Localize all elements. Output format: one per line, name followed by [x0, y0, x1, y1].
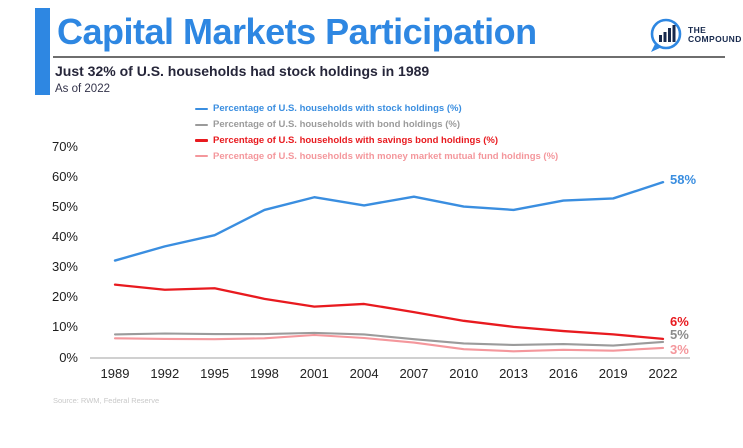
x-tick-label: 2010 — [449, 366, 479, 381]
legend-label: Percentage of U.S. households with money… — [213, 150, 559, 162]
title-underline — [53, 56, 725, 58]
x-tick-label: 1995 — [200, 366, 230, 381]
accent-bar — [35, 8, 50, 95]
legend-label: Percentage of U.S. households with bond … — [213, 119, 461, 131]
y-tick-label: 40% — [51, 228, 78, 244]
compound-logo: THE COMPOUND — [648, 16, 742, 54]
y-tick-label: 0% — [59, 349, 78, 365]
legend-label: Percentage of U.S. households with savin… — [213, 134, 499, 146]
x-tick-label: 1998 — [249, 366, 279, 381]
as-of-label: As of 2022 — [55, 83, 110, 95]
legend-item: Percentage of U.S. households with stock… — [195, 101, 558, 117]
headline: Just 32% of U.S. households had stock ho… — [55, 63, 430, 79]
end-label: 58% — [670, 172, 697, 187]
legend-label: Percentage of U.S. households with stock… — [213, 103, 462, 115]
y-tick-label: 50% — [51, 198, 78, 214]
series-line-1 — [113, 331, 665, 347]
y-tick-label: 10% — [51, 319, 78, 335]
x-tick-label: 2007 — [399, 366, 429, 381]
x-tick-label: 2022 — [648, 366, 678, 381]
x-tick-label: 2001 — [299, 366, 329, 381]
source-note: Source: RWM, Federal Reserve — [53, 396, 160, 405]
legend-item: Percentage of U.S. households with savin… — [195, 133, 558, 149]
x-tick-label: 2019 — [598, 366, 628, 381]
logo-chart-bubble-icon — [648, 16, 685, 54]
page-title: Capital Markets Participation — [57, 11, 537, 52]
legend-swatch — [195, 107, 208, 111]
series-line-0 — [113, 180, 665, 262]
x-tick-label: 2013 — [499, 366, 528, 381]
logo-text-line1: THE — [688, 24, 707, 35]
legend-swatch — [195, 139, 208, 142]
legend-item: Percentage of U.S. households with money… — [195, 148, 558, 164]
y-tick-label: 20% — [51, 289, 78, 305]
end-label: 5% — [670, 327, 689, 342]
x-tick-label: 2004 — [349, 366, 379, 381]
y-tick-label: 70% — [51, 138, 78, 154]
y-tick-label: 60% — [51, 168, 78, 184]
legend-swatch — [195, 155, 208, 158]
series-line-2 — [113, 283, 665, 341]
y-tick-label: 30% — [51, 259, 78, 275]
end-label: 6% — [670, 313, 689, 329]
legend-item: Percentage of U.S. households with bond … — [195, 117, 558, 133]
legend-swatch — [195, 123, 208, 126]
x-tick-label: 1992 — [150, 366, 180, 381]
x-tick-label: 1989 — [100, 366, 130, 381]
logo-text: THE COMPOUND — [688, 24, 742, 45]
x-tick-label: 2016 — [548, 366, 578, 381]
series-line-3 — [113, 333, 665, 353]
logo-text-line2: COMPOUND — [688, 34, 742, 44]
legend: Percentage of U.S. households with stock… — [195, 101, 558, 164]
end-label: 3% — [670, 342, 689, 357]
